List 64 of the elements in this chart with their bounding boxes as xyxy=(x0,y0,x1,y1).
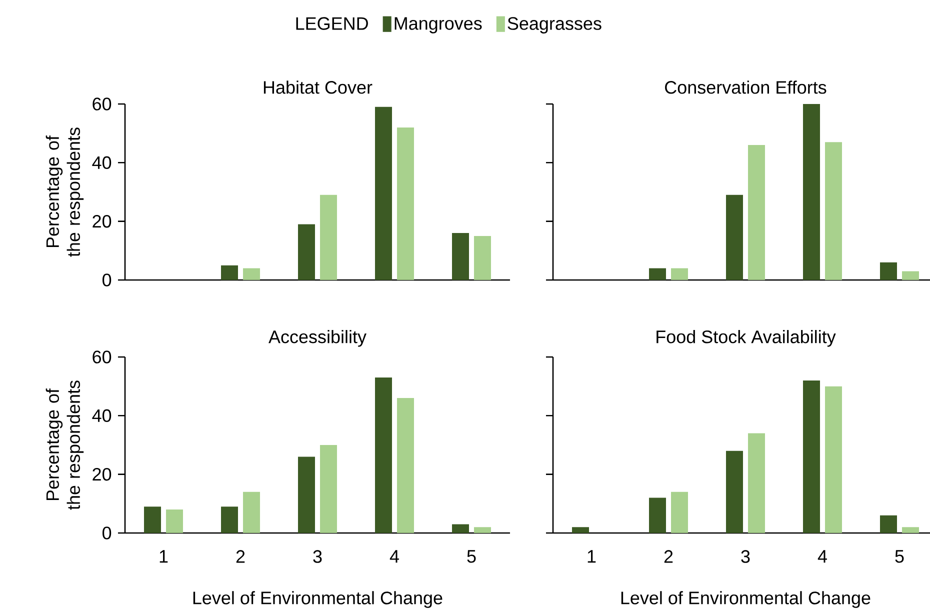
bar xyxy=(572,527,589,533)
bar xyxy=(221,506,238,533)
bar xyxy=(726,194,743,280)
y-tick-label: 40 xyxy=(92,409,112,422)
chart-title: Accessibility xyxy=(268,330,366,347)
x-tick-label: 4 xyxy=(818,550,827,563)
y-tick-label: 60 xyxy=(92,350,112,364)
x-axis-title: Level of Environmental Change xyxy=(621,591,870,608)
bar xyxy=(243,268,260,280)
bar xyxy=(320,194,337,280)
legend-label: Seagrasses xyxy=(508,17,602,34)
bar xyxy=(902,271,919,280)
bar xyxy=(748,145,765,280)
bar xyxy=(671,492,688,533)
bar xyxy=(298,456,315,533)
x-tick-label: 3 xyxy=(741,550,750,563)
bar xyxy=(824,386,842,533)
x-tick-label: 4 xyxy=(390,550,399,563)
chart-title: Food Stock Availability xyxy=(656,330,836,347)
bar xyxy=(671,268,688,280)
bar xyxy=(824,142,842,280)
bar xyxy=(221,265,238,280)
x-tick-label: 3 xyxy=(313,550,322,563)
x-tick-label: 5 xyxy=(895,550,904,563)
x-tick-label: 2 xyxy=(664,550,673,563)
x-axis-title: Level of Environmental Change xyxy=(193,591,442,608)
y-tick-label: 0 xyxy=(102,526,112,540)
chart-title: Conservation Efforts xyxy=(665,80,826,94)
y-axis-title: Percentage of the respondents xyxy=(46,380,84,510)
bar xyxy=(803,104,820,280)
legend-label: Mangroves xyxy=(394,17,482,34)
bar xyxy=(803,380,820,533)
bar xyxy=(166,510,184,533)
bar xyxy=(397,398,414,533)
bar xyxy=(880,515,897,533)
x-tick-label: 1 xyxy=(588,550,596,563)
bar xyxy=(902,527,919,533)
bar xyxy=(748,433,765,533)
bar xyxy=(474,527,491,533)
y-tick-label: 0 xyxy=(102,274,112,286)
bar xyxy=(452,233,469,280)
bar xyxy=(397,127,414,280)
bar xyxy=(320,444,337,533)
bar xyxy=(375,106,392,280)
y-axis-title: Percentage of the respondents xyxy=(46,128,84,257)
y-tick-label: 20 xyxy=(92,214,112,228)
bar xyxy=(726,450,743,533)
y-tick-label: 60 xyxy=(92,98,112,110)
x-tick-label: 5 xyxy=(467,550,476,563)
bar xyxy=(298,224,315,280)
x-tick-label: 2 xyxy=(236,550,245,563)
bar xyxy=(880,262,897,280)
legend-title: LEGEND xyxy=(296,17,368,30)
bar xyxy=(452,524,469,533)
bar xyxy=(649,498,666,533)
bar xyxy=(649,268,666,280)
x-tick-label: 1 xyxy=(160,550,168,563)
chart-title: Habitat Cover xyxy=(264,80,372,94)
bar xyxy=(375,378,392,533)
y-tick-label: 40 xyxy=(92,156,112,170)
bar xyxy=(243,492,260,533)
bar xyxy=(474,236,491,280)
bar xyxy=(144,506,162,533)
y-tick-label: 20 xyxy=(92,468,112,481)
